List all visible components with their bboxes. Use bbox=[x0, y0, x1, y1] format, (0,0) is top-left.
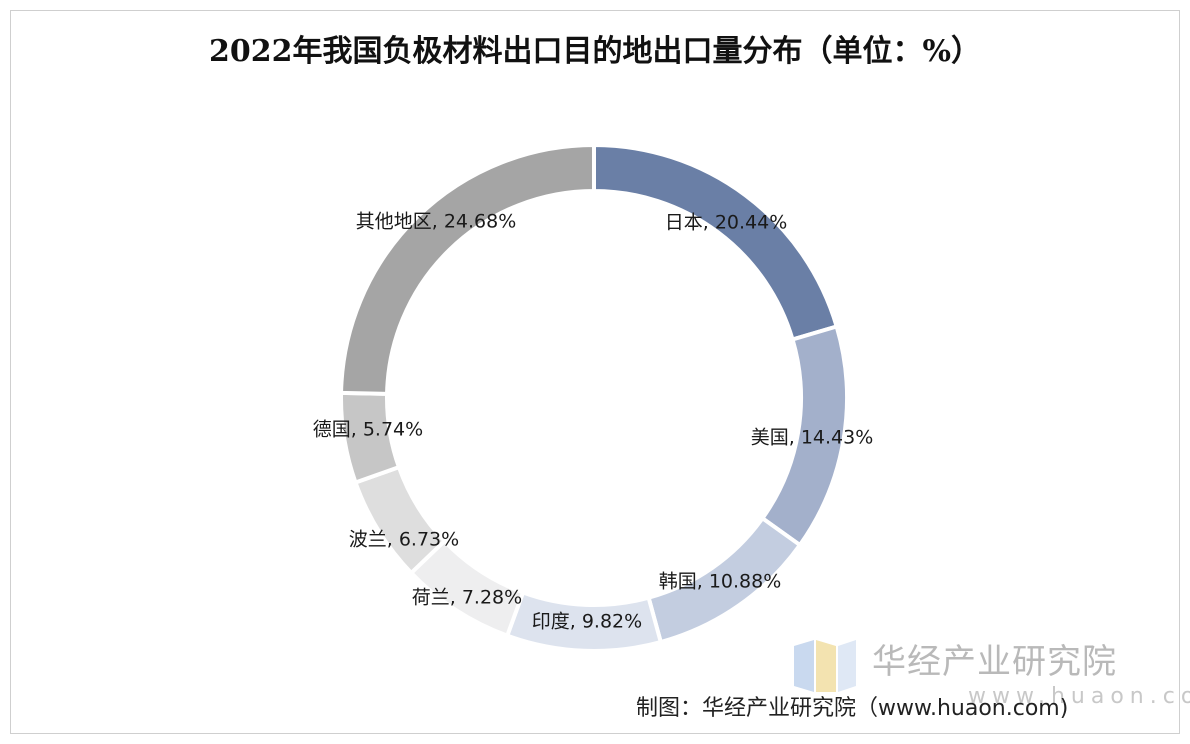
slice-label-2: 韩国, 10.88% bbox=[659, 571, 782, 593]
slice-label-3: 印度, 9.82% bbox=[532, 611, 642, 633]
slice-label-6: 德国, 5.74% bbox=[313, 419, 423, 441]
chart-title: 2022年我国负极材料出口目的地出口量分布（单位：%） bbox=[208, 34, 981, 69]
watermark-logo-icon bbox=[794, 640, 856, 692]
slice-label-5: 波兰, 6.73% bbox=[349, 529, 459, 551]
slice-label-0: 日本, 20.44% bbox=[665, 212, 788, 234]
source-note: 制图：华经产业研究院（www.huaon.com) bbox=[636, 696, 1069, 721]
slice-0 bbox=[592, 142, 840, 342]
slice-label-1: 美国, 14.43% bbox=[751, 427, 874, 449]
slice-7 bbox=[339, 142, 596, 396]
slice-label-7: 其他地区, 24.68% bbox=[356, 211, 517, 233]
slice-label-4: 荷兰, 7.28% bbox=[412, 587, 522, 609]
slice-labels: 日本, 20.44% 美国, 14.43% 韩国, 10.88% 印度, 9.82% 荷… bbox=[313, 211, 873, 633]
donut-slices bbox=[339, 142, 849, 653]
chart-frame bbox=[10, 10, 1180, 734]
watermark-url: www.huaon.com bbox=[968, 684, 1190, 709]
watermark-name: 华经产业研究院 bbox=[872, 642, 1117, 682]
